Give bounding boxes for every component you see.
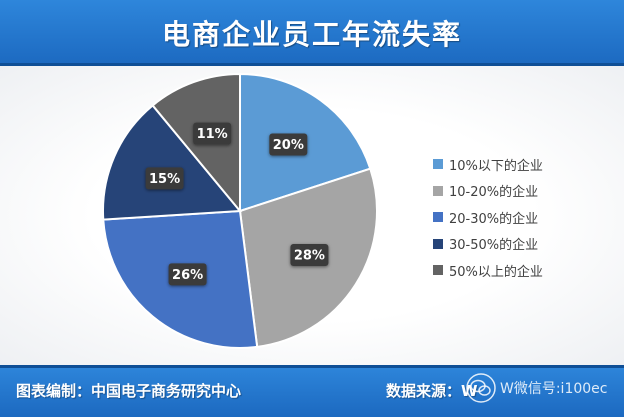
legend-swatch [433, 185, 443, 196]
watermark-text: W微信号:i100ec [500, 381, 608, 397]
data-label-30-50: 15% [145, 167, 184, 190]
footer-compiled-by: 图表编制：中国电子商务研究中心 [16, 382, 242, 400]
footer-bar: 图表编制：中国电子商务研究中心 数据来源：W [0, 365, 624, 417]
legend-item-30-50: 30-50%的企业 [433, 231, 613, 258]
legend-swatch [433, 265, 443, 276]
legend: 10%以下的企业 10-20%的企业 20-30%的企业 30-50%的企业 50%以上… [433, 151, 613, 284]
svg-text:11%: 11% [197, 127, 228, 142]
svg-text:20%: 20% [273, 138, 304, 153]
data-label-20-30: 26% [168, 263, 207, 286]
legend-item-over-50: 50%以上的企业 [433, 257, 613, 284]
legend-item-under-10: 10%以下的企业 [433, 151, 613, 178]
footer-data-source: 数据来源：W [386, 382, 478, 400]
title-bar: 电商企业员工年流失率 [0, 0, 624, 66]
pie-chart: 20% 28% 26% 15% 11% [102, 72, 378, 349]
legend-item-10-20: 10-20%的企业 [433, 178, 613, 205]
plot-area: 20% 28% 26% 15% 11% 10%以下的企业 10-20%的企业 20-30%的… [0, 66, 624, 365]
legend-swatch [433, 159, 443, 170]
pie-slice-30-50 [102, 104, 243, 221]
legend-label: 20-30%的企业 [449, 211, 539, 227]
legend-label: 10%以下的企业 [449, 158, 543, 174]
legend-item-20-30: 20-30%的企业 [433, 204, 613, 231]
legend-label: 50%以上的企业 [449, 264, 543, 280]
svg-text:26%: 26% [172, 268, 203, 283]
data-label-over-50: 11% [193, 122, 232, 145]
data-label-10-20: 28% [290, 244, 329, 267]
data-label-under-10: 20% [269, 133, 308, 156]
chart-title: 电商企业员工年流失率 [161, 18, 462, 51]
svg-text:28%: 28% [294, 249, 325, 264]
legend-label: 30-50%的企业 [449, 238, 539, 254]
svg-text:15%: 15% [149, 172, 180, 187]
legend-label: 10-20%的企业 [449, 185, 539, 201]
legend-swatch [433, 212, 443, 223]
wechat-logo-icon [466, 373, 496, 403]
watermark: W微信号:i100ec [466, 373, 607, 403]
legend-swatch [433, 238, 443, 249]
